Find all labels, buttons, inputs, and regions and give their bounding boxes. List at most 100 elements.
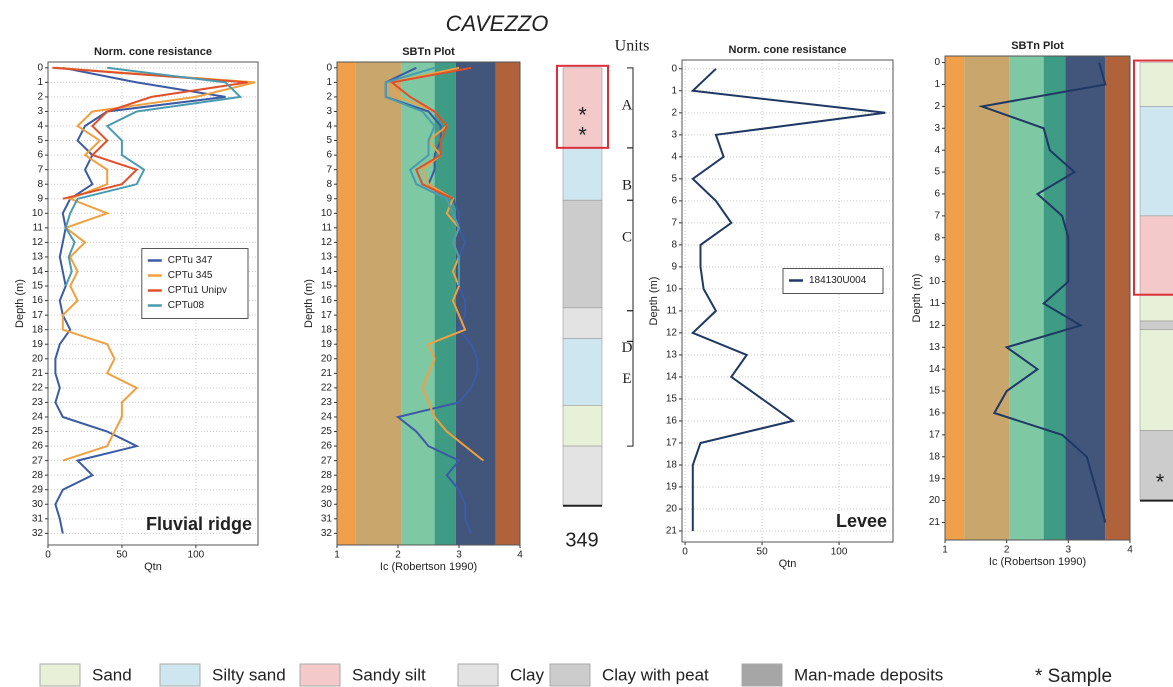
y-tick-label: 23 [32,397,44,408]
unit-label: D [622,340,633,356]
zone [495,62,520,545]
y-tick-label: 23 [321,397,333,408]
y-tick-label: 20 [929,495,941,506]
y-tick-label: 17 [32,310,44,321]
y-tick-label: 14 [929,364,941,375]
series-line [690,68,886,531]
y-tick-label: 30 [32,499,44,510]
zone [1043,56,1066,540]
y-tick-label: 17 [929,430,941,441]
series-line [390,66,485,462]
y-tick-label: 26 [321,441,333,452]
y-tick-label: 6 [934,189,940,200]
y-tick-label: 4 [37,121,43,132]
y-tick-label: 17 [321,310,333,321]
zone [455,62,496,545]
y-tick-label: 10 [321,208,333,219]
annotation: Fluvial ridge [146,514,252,534]
y-tick-label: 20 [666,504,678,515]
y-tick-label: 8 [934,232,940,243]
y-tick-label: 14 [666,372,678,383]
highlight-box [556,64,609,149]
y-tick-label: 16 [929,408,941,419]
y-tick-label: 6 [326,150,332,161]
legend-label: Clay with peat [602,665,709,684]
y-tick-label: 0 [37,62,43,73]
x-tick-label: 3 [1066,545,1072,556]
y-tick-label: 10 [666,284,678,295]
y-tick-label: 28 [321,470,333,481]
y-tick-label: 5 [37,135,43,146]
chart-title: SBTn Plot [1011,40,1064,52]
layer [1139,329,1173,431]
y-tick-label: 10 [32,208,44,219]
plot-frame [681,59,894,543]
y-tick-label: 29 [32,484,44,495]
y-tick-label: 18 [321,324,333,335]
legend-label: CPTu 345 [168,270,213,281]
plot-frame [944,55,1131,541]
x-tick-label: 4 [517,550,523,561]
y-tick-label: 15 [321,281,333,292]
x-tick-label: 100 [831,547,848,558]
y-tick-label: 9 [37,193,43,204]
y-tick-label: 11 [667,306,678,317]
x-tick-label: 50 [116,550,128,561]
y-tick-label: 3 [37,106,43,117]
series-line [64,66,243,287]
x-tick-label: 1 [942,545,948,556]
y-tick-label: 9 [934,254,940,265]
layer [1139,215,1173,296]
legend-swatch [549,663,591,687]
y-tick-label: 27 [321,455,333,466]
y-tick-label: 32 [32,528,44,539]
legend-swatch [299,663,341,687]
legend-swatch [457,663,499,687]
y-tick-label: 31 [32,513,44,524]
y-tick-label: 7 [671,218,677,229]
y-tick-label: 12 [929,320,941,331]
y-tick-label: 5 [671,173,677,184]
y-tick-label: 14 [321,266,333,277]
series-line [384,66,461,286]
y-tick-label: 21 [666,526,678,537]
zone [1065,56,1106,540]
y-tick-label: 7 [934,211,940,222]
x-axis-label: Qtn [144,561,162,573]
x-tick-label: 1 [334,550,340,561]
zone [355,62,402,545]
zone [964,56,1010,540]
legend-label: Sand [92,665,132,684]
zone [337,62,356,545]
y-tick-label: 2 [934,101,940,112]
units-title: Units [615,38,650,55]
y-tick-label: 22 [32,383,44,394]
y-tick-label: 7 [37,164,43,175]
y-tick-label: 12 [321,237,333,248]
x-axis-label: Ic (Robertson 1990) [989,556,1086,568]
y-tick-label: 26 [32,441,44,452]
unit-label: C [622,230,632,246]
y-axis-label: Depth (m) [911,274,923,323]
series-line [55,66,256,462]
legend-label: Man-made deposits [794,665,943,684]
legend-label: CPTu 347 [168,255,213,266]
highlight-box [1133,59,1173,296]
y-tick-label: 1 [671,85,677,96]
unit-bracket [627,199,634,312]
y-tick-label: 31 [321,513,333,524]
y-axis-label: Depth (m) [14,279,26,328]
series-line [52,66,248,200]
legend-label: Clay [510,665,545,684]
column-label: 349 [565,529,598,551]
series-line [384,66,479,534]
y-tick-label: 19 [666,482,678,493]
zone [945,56,965,540]
layer [562,199,603,309]
x-axis-label: Qtn [779,558,797,570]
y-tick-label: 32 [321,528,333,539]
y-tick-label: 24 [321,412,333,423]
layer [1139,62,1173,107]
unit-label: A [622,97,633,113]
y-tick-label: 25 [321,426,333,437]
